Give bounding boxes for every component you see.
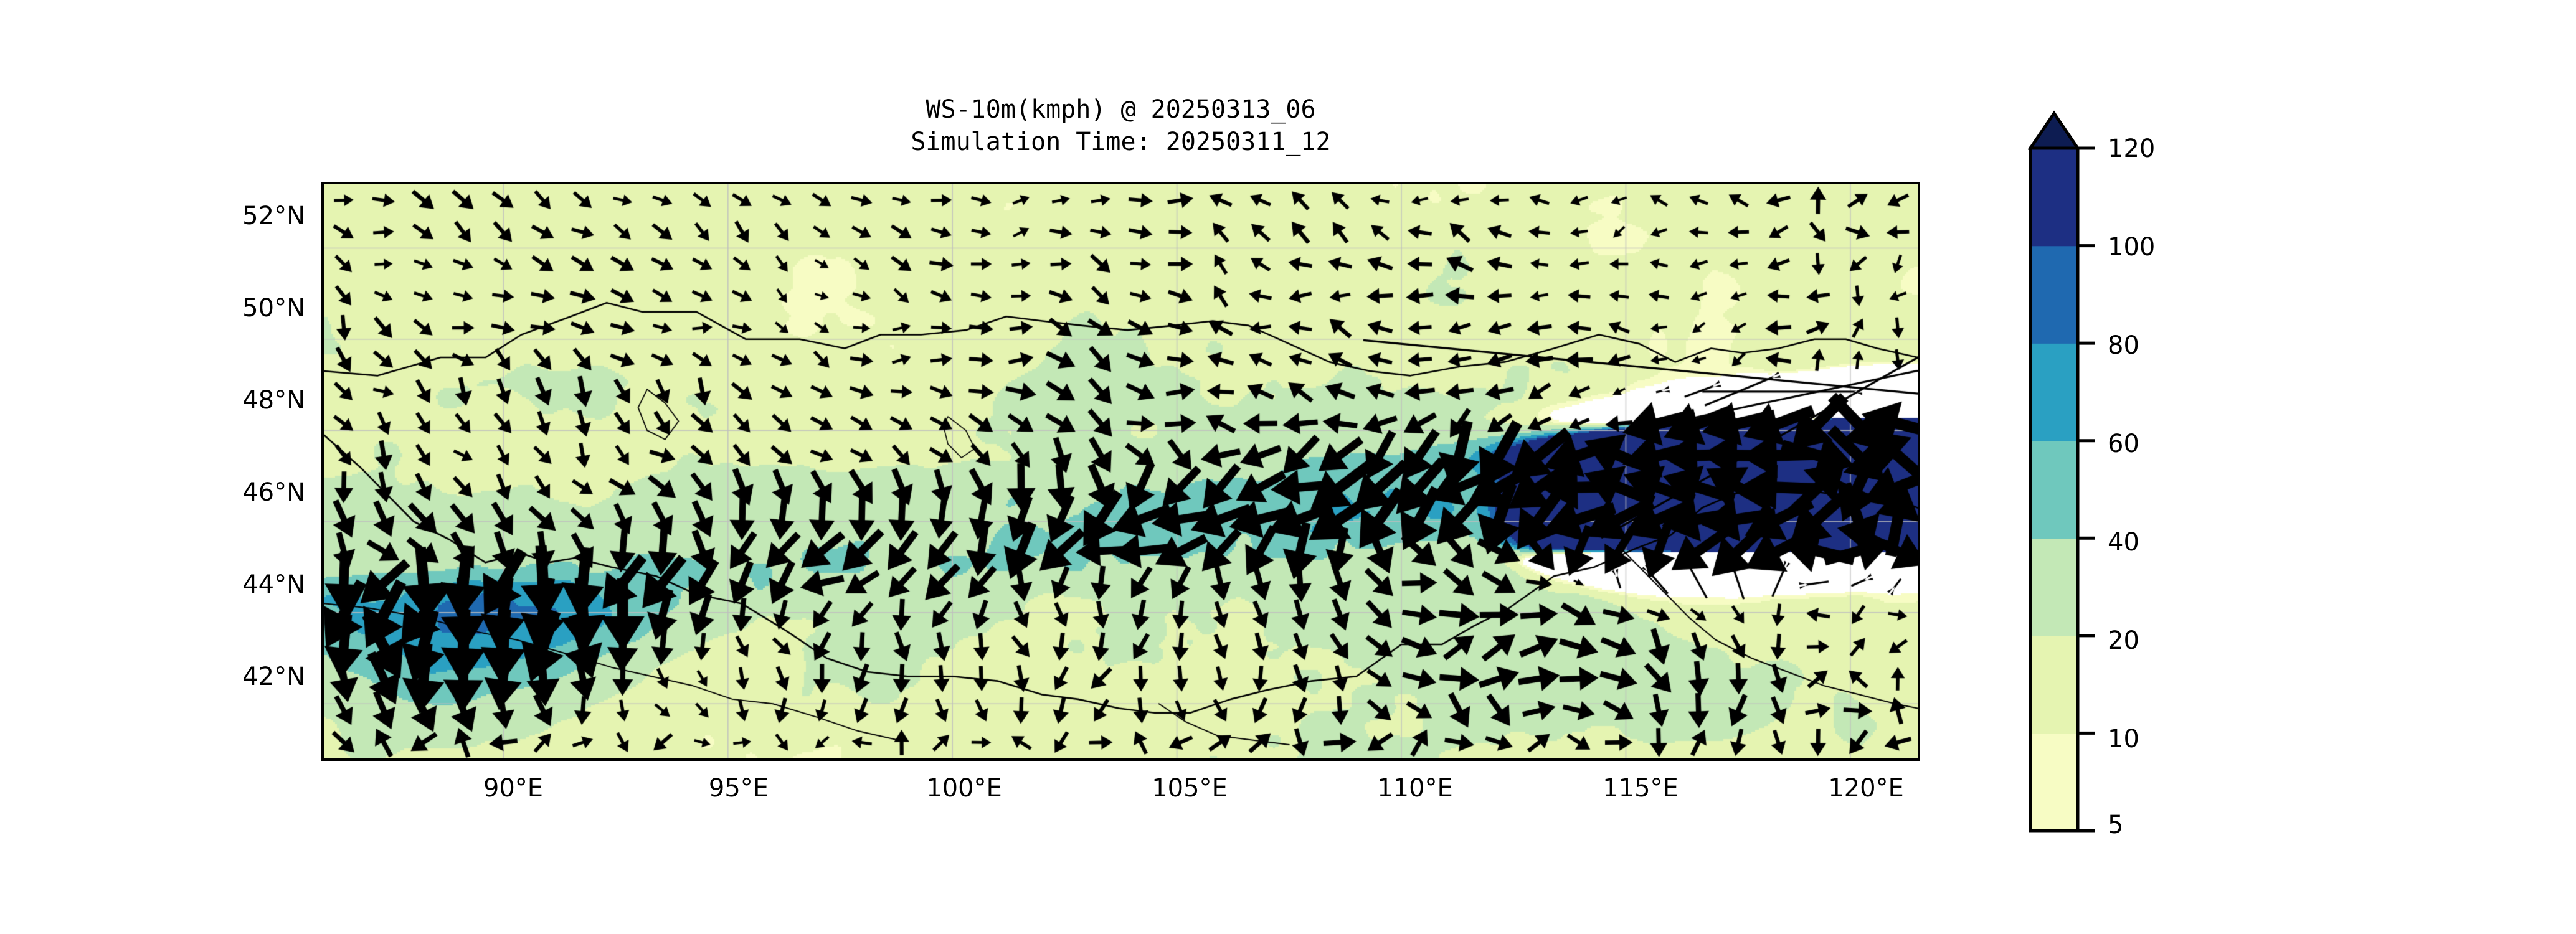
colorbar-tick-label-20: 20	[2108, 626, 2139, 655]
colorbar-tick-label-80: 80	[2108, 331, 2139, 360]
colorbar-tick-label-60: 60	[2108, 430, 2139, 458]
chart-title: WS-10m(kmph) @ 20250313_06 Simulation Ti…	[321, 93, 1920, 158]
colorbar-tick-label-5: 5	[2108, 811, 2124, 839]
y-tick-label-46N: 46°N	[242, 478, 305, 507]
colorbar-tick-label-100: 100	[2108, 233, 2156, 262]
y-tick-label-52N: 52°N	[242, 202, 305, 230]
x-tick-label-95E: 95°E	[708, 774, 769, 803]
x-tick-label-90E: 90°E	[483, 774, 544, 803]
y-tick-label-44N: 44°N	[242, 570, 305, 599]
colorbar-tick-label-120: 120	[2108, 134, 2156, 163]
x-tick-label-120E: 120°E	[1828, 774, 1904, 803]
x-tick-label-100E: 100°E	[926, 774, 1002, 803]
wind-speed-contour-field	[324, 184, 1918, 758]
colorbar-gradient	[2028, 110, 2095, 833]
x-tick-label-115E: 115°E	[1603, 774, 1679, 803]
y-tick-label-50N: 50°N	[242, 294, 305, 323]
colorbar-tick-label-40: 40	[2108, 528, 2139, 557]
colorbar[interactable]: 120 100 80 60 40 20 10 5	[2028, 110, 2302, 839]
title-line-valid-time: WS-10m(kmph) @ 20250313_06	[926, 95, 1316, 124]
x-tick-label-105E: 105°E	[1152, 774, 1228, 803]
x-tick-label-110E: 110°E	[1377, 774, 1453, 803]
y-tick-label-48N: 48°N	[242, 386, 305, 415]
y-tick-label-42N: 42°N	[242, 663, 305, 691]
colorbar-tick-label-10: 10	[2108, 725, 2139, 753]
title-line-simulation-time: Simulation Time: 20250311_12	[911, 128, 1331, 156]
map-plot-area[interactable]	[321, 182, 1920, 761]
